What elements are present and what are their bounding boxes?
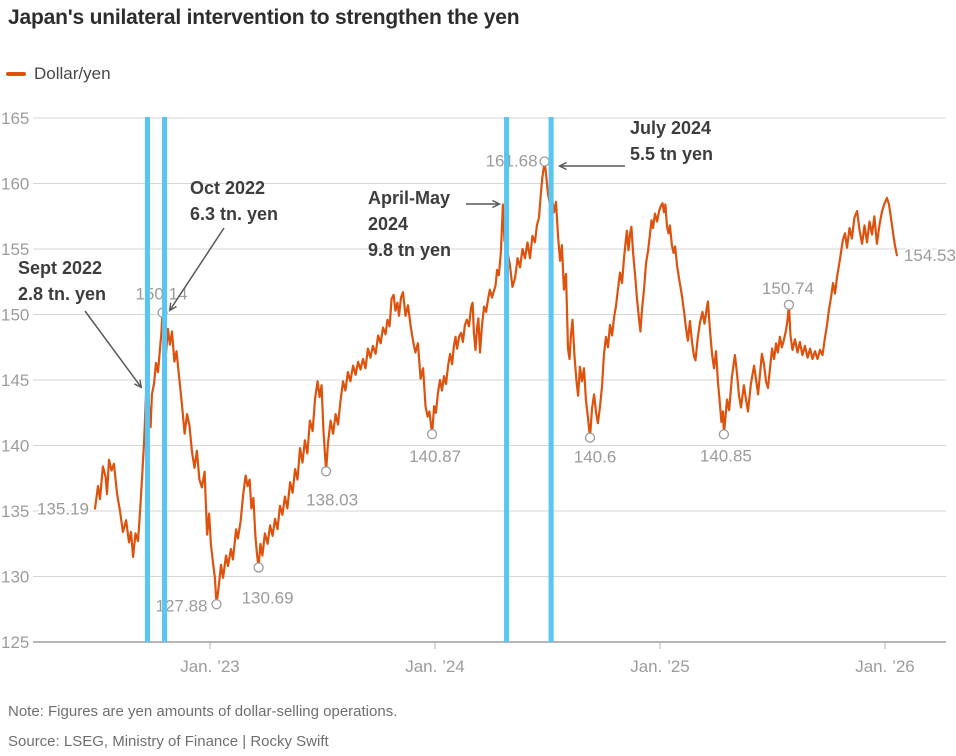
annotation-april-may-2024: April-May 2024 9.8 tn yen [368,185,451,263]
x-axis-label: Jan. ’26 [855,657,915,676]
y-axis-label-155: 155 [1,240,29,259]
extreme-marker [584,432,596,443]
annotation-line: 6.3 tn. yen [190,204,279,224]
price-label: 140.6 [574,448,617,467]
extreme-marker [539,156,550,167]
y-axis-label-130: 130 [1,568,29,587]
y-axis-label-135: 135 [1,502,29,521]
annotation-line: July 2024 [630,118,712,138]
annotation-line: Oct 2022 [190,178,266,198]
annotation-line: 9.8 tn yen [368,240,452,260]
annotation-line: 2024 [368,214,409,234]
price-label: 130.69 [242,588,294,607]
extreme-marker [783,299,795,310]
dollar-yen-line-swatch [6,72,26,76]
x-axis-label: Jan. ’25 [630,657,690,676]
y-axis-label-125: 125 [1,633,29,652]
x-axis-label: Jan. ’24 [405,657,465,676]
price-label: 150.74 [762,279,814,298]
chart-title: Japan's unilateral intervention to stren… [8,6,520,29]
annotation-july-2024: July 2024 5.5 tn yen [630,115,713,167]
extreme-marker [718,429,730,440]
annotation-line: April-May [368,188,451,208]
source-text: Source: LSEG, Ministry of Finance | Rock… [8,733,329,750]
annotation-arrow-oct-2022 [168,227,225,312]
annotation-sept-2022: Sept 2022 2.8 tn. yen [18,255,106,307]
x-axis-label: Jan. ’23 [180,657,240,676]
dollar-yen-price-line [93,160,899,606]
y-axis-label-165: 165 [1,109,29,128]
price-label: 135.19 [37,500,89,519]
extreme-marker [253,562,264,573]
y-axis-label-140: 140 [1,437,29,456]
legend: Dollar/yen [6,64,111,84]
extreme-marker [211,599,222,610]
extreme-marker [320,466,332,477]
price-label: 140.87 [409,447,461,466]
extreme-marker [426,428,438,440]
annotation-arrow-sept-2022 [84,310,143,389]
annotation-line: 5.5 tn yen [630,144,714,164]
annotation-line: Sept 2022 [18,258,103,278]
price-label: 154.53 [904,246,956,265]
price-label: 138.03 [306,490,358,509]
note-text: Note: Figures are yen amounts of dollar-… [8,703,398,720]
legend-label: Dollar/yen [34,64,111,83]
annotation-oct-2022: Oct 2022 6.3 tn. yen [190,175,278,227]
annotation-line: 2.8 tn. yen [18,284,107,304]
y-axis-label-160: 160 [1,175,29,194]
price-label: 161.68 [486,151,538,170]
y-axis-label-150: 150 [1,306,29,325]
price-label: 127.88 [156,596,208,615]
price-label: 140.85 [700,446,752,465]
y-axis-label-145: 145 [1,371,29,390]
